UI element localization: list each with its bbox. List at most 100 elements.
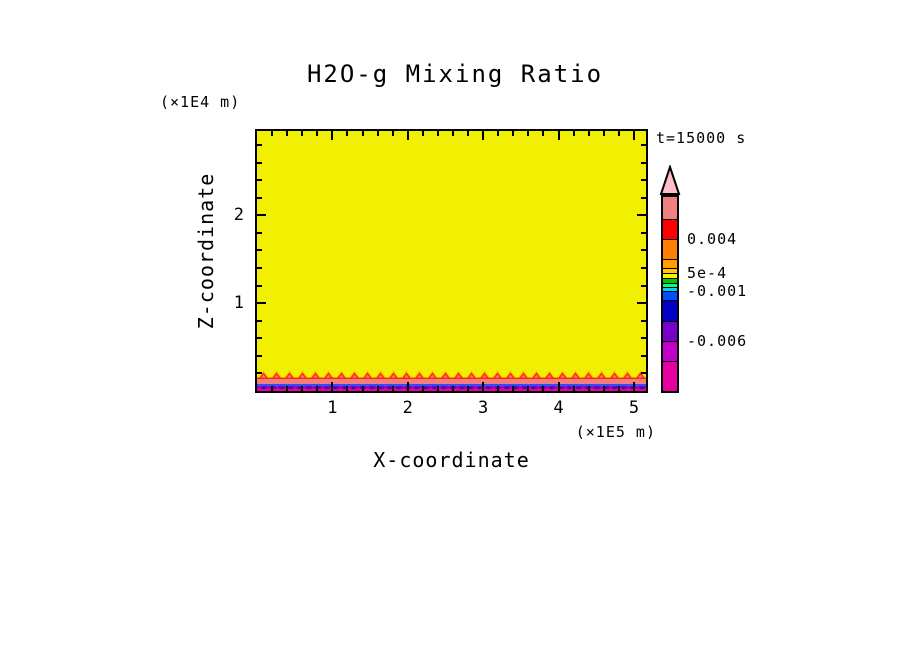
x-tick-label: 3 [478, 398, 489, 418]
colorbar-overflow-arrow-icon [659, 165, 681, 195]
strip-blue-band [257, 384, 646, 386]
x-major-tick [406, 131, 409, 140]
x-minor-tick [452, 131, 454, 136]
z-minor-tick [641, 231, 646, 234]
x-major-tick [482, 131, 485, 140]
x-minor-tick [572, 131, 575, 136]
z-minor-tick [641, 372, 646, 375]
x-minor-tick [346, 131, 349, 136]
colorbar [661, 195, 679, 393]
z-minor-tick [641, 144, 646, 147]
colorbar-segment [663, 219, 677, 239]
colorbar-level-label: -0.001 [687, 282, 748, 300]
x-minor-tick [617, 131, 620, 136]
strip-magenta-band [257, 389, 646, 391]
x-minor-tick [391, 386, 394, 391]
z-minor-tick [257, 372, 262, 375]
strip-purple-speckle-band [257, 386, 646, 389]
x-minor-tick [286, 131, 289, 136]
x-minor-tick [286, 386, 289, 391]
x-minor-tick [271, 386, 274, 391]
x-minor-tick [527, 386, 530, 391]
x-minor-tick [436, 386, 439, 391]
x-minor-tick [617, 386, 620, 391]
z-minor-tick [257, 249, 262, 252]
x-tick-label: 2 [402, 398, 413, 418]
colorbar-segment [663, 268, 677, 273]
x-minor-tick [316, 131, 319, 136]
x-minor-tick [391, 131, 394, 136]
z-minor-tick [257, 231, 262, 234]
z-minor-tick [641, 179, 646, 182]
x-minor-tick [542, 386, 545, 391]
z-minor-tick [641, 284, 646, 287]
x-minor-tick [602, 386, 605, 391]
colorbar-level-label: -0.006 [687, 332, 748, 350]
strip-salmon-band [257, 379, 646, 384]
x-minor-tick [421, 131, 424, 136]
x-minor-tick [602, 131, 605, 136]
z-minor-tick [257, 337, 262, 340]
x-axis-title: X-coordinate [373, 448, 530, 472]
x-minor-tick [376, 386, 379, 391]
colorbar-segment [663, 361, 677, 391]
x-minor-tick [376, 131, 379, 136]
x-minor-tick [316, 386, 319, 391]
colorbar-level-label: 5e-4 [687, 264, 728, 282]
z-minor-tick [257, 267, 262, 270]
z-minor-tick [641, 319, 646, 322]
strip-red-contour-line [257, 377, 646, 379]
x-minor-tick [361, 386, 364, 391]
x-minor-tick [361, 131, 364, 136]
x-major-tick [331, 382, 334, 391]
z-minor-tick [641, 337, 646, 340]
colorbar-segment [663, 291, 677, 300]
z-tick-label: 2 [233, 205, 244, 226]
x-major-tick [557, 382, 560, 391]
page-title: H2O-g Mixing Ratio [306, 60, 604, 88]
z-major-tick [257, 302, 266, 305]
colorbar-segment [663, 273, 677, 278]
x-tick-label: 4 [553, 398, 564, 418]
time-annotation: t=15000 s [656, 129, 747, 147]
z-tick-label: 1 [233, 293, 244, 314]
x-minor-tick [587, 131, 590, 136]
z-minor-tick [641, 196, 646, 199]
z-minor-tick [641, 249, 646, 252]
x-minor-tick [452, 386, 454, 391]
colorbar-level-label: 0.004 [687, 230, 738, 248]
x-minor-tick [301, 131, 304, 136]
z-minor-tick [257, 284, 262, 287]
x-minor-tick [512, 131, 515, 136]
colorbar-segment [663, 278, 677, 283]
x-minor-tick [467, 386, 470, 391]
colorbar-segment [663, 283, 677, 287]
y-axis-unit-label: (×1E4 m) [160, 93, 241, 111]
x-minor-tick [421, 386, 424, 391]
x-major-tick [632, 382, 635, 391]
z-minor-tick [257, 161, 262, 164]
x-minor-tick [436, 131, 439, 136]
colorbar-segment [663, 321, 677, 341]
x-tick-label: 1 [327, 398, 338, 418]
z-minor-tick [641, 267, 646, 270]
z-minor-tick [257, 319, 262, 322]
colorbar-segment [663, 259, 677, 268]
x-minor-tick [587, 386, 590, 391]
x-minor-tick [467, 131, 470, 136]
colorbar-segment [663, 239, 677, 259]
x-major-tick [331, 131, 334, 140]
colorbar-segment [663, 300, 677, 321]
strip-zigzag-contour [257, 370, 646, 379]
z-minor-tick [257, 179, 262, 182]
x-minor-tick [346, 386, 349, 391]
x-major-tick [482, 382, 485, 391]
z-major-tick [637, 214, 646, 217]
x-major-tick [406, 382, 409, 391]
x-minor-tick [271, 131, 274, 136]
x-minor-tick [497, 131, 500, 136]
z-minor-tick [257, 354, 262, 357]
x-minor-tick [301, 386, 304, 391]
z-major-tick [257, 214, 266, 217]
x-minor-tick [542, 131, 545, 136]
